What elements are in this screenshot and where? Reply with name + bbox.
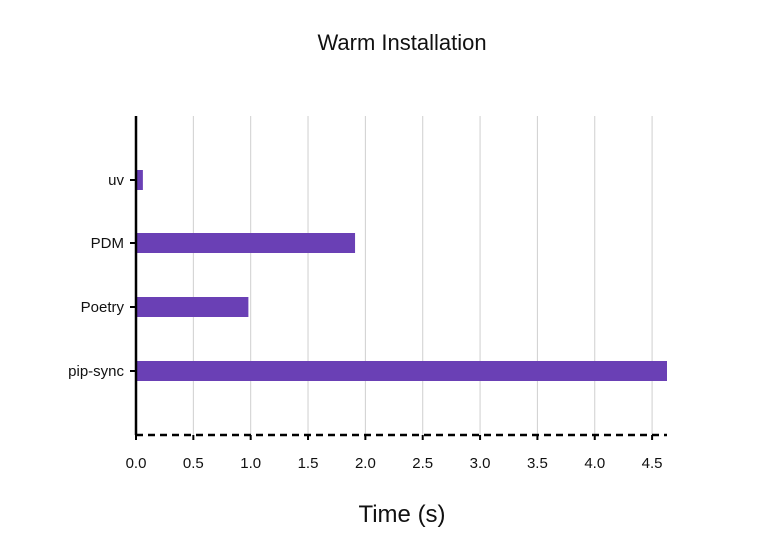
x-tick-label: 1.5 <box>298 455 319 472</box>
x-tick-labels: 0.0 0.5 1.0 1.5 2.0 2.5 3.0 3.5 4.0 4.5 <box>126 455 663 472</box>
x-tick-label: 2.5 <box>412 455 433 472</box>
grid-lines <box>192 116 653 435</box>
y-category-label: PDM <box>91 235 124 252</box>
chart-title: Warm Installation <box>317 30 486 55</box>
x-tick-label: 3.0 <box>470 455 491 472</box>
x-tick-label: 4.0 <box>584 455 605 472</box>
x-tick-label: 4.5 <box>642 455 663 472</box>
bar-pdm <box>136 233 356 253</box>
y-category-label: Poetry <box>81 299 125 316</box>
axes <box>130 116 667 440</box>
x-tick-label: 2.0 <box>355 455 376 472</box>
x-tick-label: 0.5 <box>183 455 204 472</box>
x-tick-label: 1.0 <box>240 455 261 472</box>
bar-pip-sync <box>136 361 667 381</box>
y-category-label: uv <box>108 172 124 189</box>
bar-poetry <box>136 297 249 317</box>
x-tick-label: 3.5 <box>527 455 548 472</box>
x-axis-label: Time (s) <box>358 501 445 528</box>
bar-uv <box>136 170 143 190</box>
y-category-labels: uv PDM Poetry pip-sync <box>68 172 124 380</box>
x-tick-label: 0.0 <box>126 455 147 472</box>
bars <box>136 170 667 381</box>
y-category-label: pip-sync <box>68 363 124 380</box>
